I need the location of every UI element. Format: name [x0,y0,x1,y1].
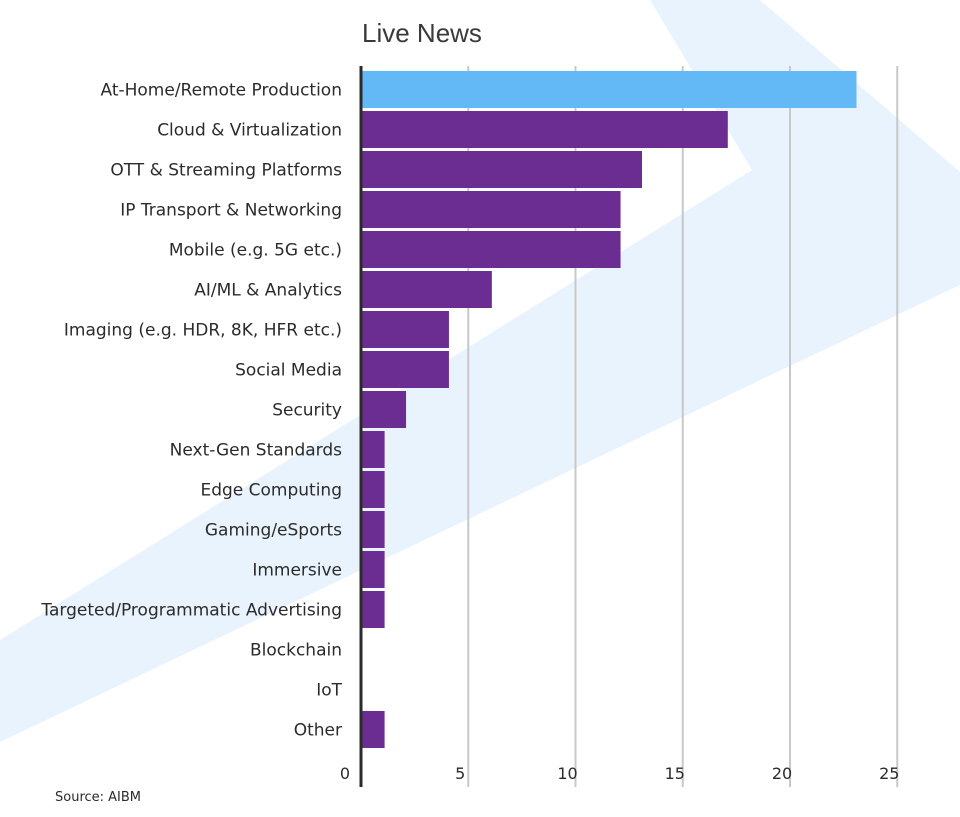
bar-2 [361,151,642,188]
x-tick-label-15: 15 [665,764,685,783]
bar-9 [361,431,385,468]
bar-3 [361,191,621,228]
bar-12 [361,551,385,588]
bar-16 [361,711,385,748]
category-label-6: Imaging (e.g. HDR, 8K, HFR etc.) [64,321,342,341]
x-tick-label-0: 0 [340,764,350,783]
category-label-8: Security [272,401,342,421]
category-label-13: Targeted/Programmatic Advertising [40,601,342,621]
category-label-7: Social Media [235,361,342,381]
bar-11 [361,511,385,548]
category-label-9: Next-Gen Standards [170,441,343,461]
category-label-0: At-Home/Remote Production [100,81,342,101]
x-tick-label-5: 5 [455,764,465,783]
bars [361,71,857,748]
category-label-11: Gaming/eSports [205,521,342,541]
x-tick-label-10: 10 [557,764,577,783]
source-note: Source: AIBM [55,790,142,805]
bar-8 [361,391,407,428]
category-label-15: IoT [316,681,342,701]
category-labels: At-Home/Remote Production Cloud & Virtual… [40,81,342,741]
category-label-14: Blockchain [250,641,342,661]
x-tick-label-25: 25 [879,764,899,783]
bar-13 [361,591,385,628]
category-label-16: Other [294,721,342,741]
category-label-10: Edge Computing [200,481,342,501]
category-label-4: Mobile (e.g. 5G etc.) [169,241,342,261]
bar-4 [361,231,621,268]
x-tick-labels: 0 5 10 15 20 25 [340,764,900,783]
category-label-3: IP Transport & Networking [120,201,342,221]
bar-7 [361,351,449,388]
background-chevron-stripe [0,0,960,742]
bar-6 [361,311,449,348]
category-label-5: AI/ML & Analytics [194,281,342,301]
category-label-12: Immersive [252,561,342,581]
bar-0 [361,71,857,108]
x-tick-label-20: 20 [772,764,792,783]
bar-5 [361,271,492,308]
chart-title: Live News [362,18,482,48]
bar-10 [361,471,385,508]
category-label-2: OTT & Streaming Platforms [110,161,342,181]
bar-1 [361,111,728,148]
category-label-1: Cloud & Virtualization [157,121,342,141]
